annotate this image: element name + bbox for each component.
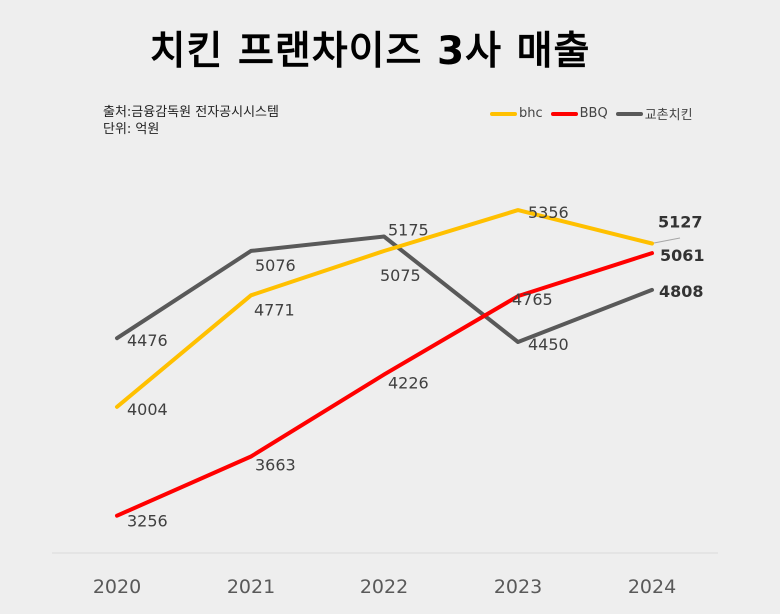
data-label-kyochon-2020: 4476 <box>127 331 168 350</box>
legend-label-bhc: bhc <box>519 106 543 121</box>
series-line-kyochon <box>115 234 654 344</box>
leader-line-bhc-2024 <box>653 237 681 244</box>
data-label-bbq-2020: 3256 <box>127 512 168 531</box>
chart-title: 치킨 프랜차이즈 3사 매출 <box>149 29 591 74</box>
data-label-bhc-2023: 5356 <box>528 203 569 222</box>
data-label-kyochon-2021: 5076 <box>255 256 296 275</box>
data-label-bhc-2022: 5075 <box>380 266 421 285</box>
unit-note: 단위: 억원 <box>103 122 160 137</box>
legend-label-kyochon: 교촌치킨 <box>644 108 693 123</box>
legend-swatch-bhc <box>490 111 517 116</box>
data-label-bbq-2022: 4226 <box>388 374 429 393</box>
data-label-bhc-2021: 4771 <box>254 300 295 319</box>
data-label-bbq-2021: 3663 <box>255 456 296 475</box>
x-tick-label-2020: 2020 <box>93 576 141 598</box>
legend-swatch-bbq <box>550 111 578 116</box>
chart-notes: 출처:금융감독원 전자공시시스템 단위: 억원 <box>103 104 279 138</box>
data-label-bhc-2020: 4004 <box>127 400 168 419</box>
legend: bhc BBQ 교촌치킨 <box>490 104 701 123</box>
series-line-bhc <box>115 208 654 409</box>
legend-item-bhc: bhc <box>490 106 543 121</box>
x-tick-label-2022: 2022 <box>360 576 408 598</box>
source-note: 출처:금융감독원 전자공시시스템 <box>103 105 279 120</box>
legend-item-kyochon: 교촌치킨 <box>615 104 693 123</box>
legend-label-bbq: BBQ <box>579 106 608 121</box>
data-label-bhc-2024: 5127 <box>658 212 703 231</box>
legend-item-bbq: BBQ <box>550 106 608 121</box>
data-label-kyochon-2023: 4450 <box>528 335 569 354</box>
x-tick-label-2023: 2023 <box>494 576 542 598</box>
legend-swatch-kyochon <box>615 111 643 116</box>
data-label-bbq-2024: 5061 <box>660 246 705 265</box>
data-label-kyochon-2024: 4808 <box>659 282 704 301</box>
x-tick-label-2024: 2024 <box>628 576 676 598</box>
data-label-bbq-2023: 4765 <box>512 290 553 309</box>
series-line-bbq <box>115 251 654 518</box>
x-tick-label-2021: 2021 <box>227 576 275 598</box>
data-label-kyochon-2022: 5175 <box>388 220 429 239</box>
